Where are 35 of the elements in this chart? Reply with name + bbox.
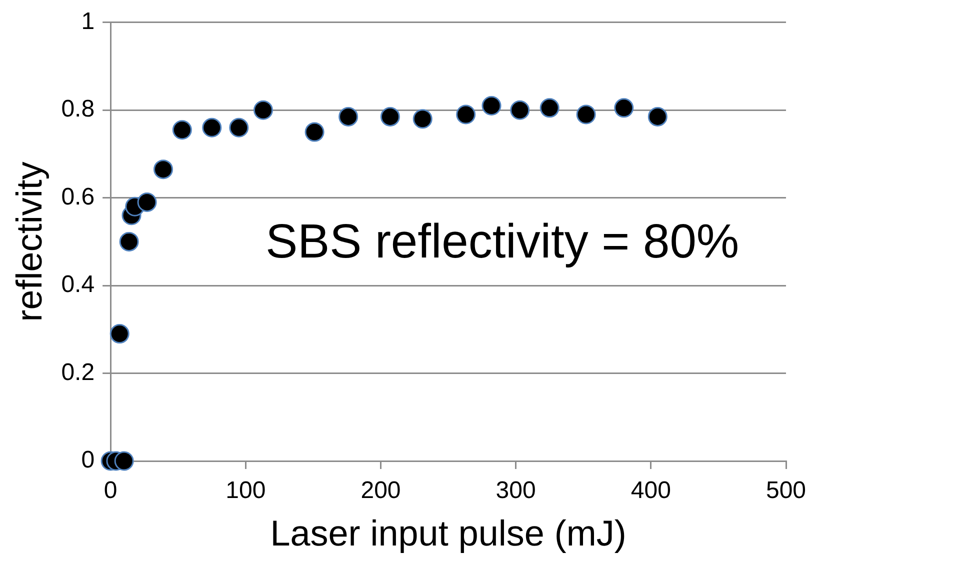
point [119,232,139,252]
y-tick-label: 1 [81,8,95,36]
point [648,106,668,126]
point [154,160,173,180]
point [412,109,432,129]
x-axis-title: Laser input pulse (mJ) [270,512,626,554]
x-tick-label: 300 [496,477,536,504]
point [304,122,324,142]
point [202,118,222,138]
x-tick-label: 400 [630,477,671,504]
y-tick-label: 0 [81,446,95,474]
point [253,100,273,120]
point [229,118,249,138]
annotation: SBS reflectivity = 80% [266,216,740,269]
point [110,324,130,344]
y-tick-label: 0.2 [61,358,95,386]
x-tick-label: 200 [360,477,401,504]
y-tick-label: 0.6 [61,183,95,210]
point [576,104,596,124]
y-axis-title: reflectivity [8,162,50,322]
x-tick-label: 100 [226,477,266,504]
point [137,192,157,212]
point [540,98,560,118]
point [114,451,134,471]
point [614,98,634,118]
point [482,96,502,116]
x-tick-label: 0 [104,477,118,504]
point [510,100,530,120]
y-tick-label: 0.8 [61,96,95,123]
point [338,106,358,126]
point [172,120,192,140]
point [380,106,400,126]
y-tick-label: 0.4 [61,271,95,298]
x-tick-label: 500 [766,477,806,504]
point [456,104,476,124]
